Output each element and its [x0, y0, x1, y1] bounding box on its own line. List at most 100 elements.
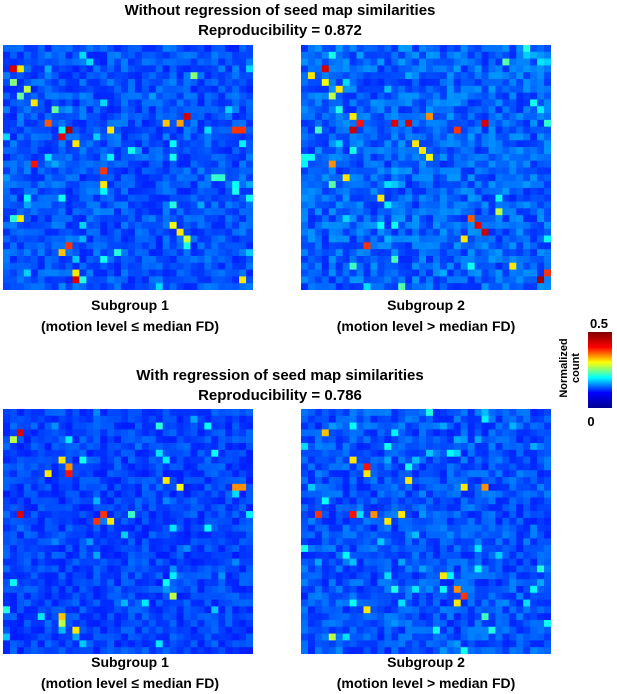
heatmap-cell	[307, 531, 316, 539]
heatmap-cell	[474, 119, 482, 128]
heatmap-cell	[239, 647, 247, 654]
heatmap-cell	[453, 58, 462, 66]
heatmap-cell	[328, 140, 337, 148]
heatmap-cell	[384, 126, 392, 134]
heatmap-cell	[169, 647, 178, 654]
heatmap-cell	[176, 511, 184, 519]
heatmap-cell	[495, 436, 503, 444]
heatmap-cell	[474, 415, 482, 424]
heatmap-cell	[121, 181, 129, 189]
heatmap-cell	[335, 558, 344, 566]
heatmap-cell	[183, 187, 191, 196]
heatmap-cell	[502, 429, 510, 437]
heatmap-cell	[225, 201, 233, 209]
heatmap-cell	[16, 477, 25, 485]
heatmap-cell	[218, 517, 226, 526]
heatmap-cell	[239, 215, 247, 223]
heatmap-cell	[544, 585, 551, 594]
heatmap-cell	[72, 65, 80, 73]
heatmap-cell	[183, 579, 191, 587]
heatmap-cell	[79, 276, 87, 284]
heatmap-cell	[86, 490, 94, 498]
heatmap-cell	[218, 415, 226, 424]
heatmap-cell	[516, 208, 524, 216]
heatmap-cell	[93, 160, 101, 168]
heatmap-cell	[307, 470, 316, 478]
heatmap-cell	[218, 490, 226, 498]
heatmap-cell	[419, 262, 427, 270]
heatmap-cell	[204, 133, 212, 141]
heatmap-cell	[100, 524, 108, 532]
heatmap-cell	[148, 647, 157, 654]
heatmap-cell	[530, 181, 538, 189]
heatmap-cell	[114, 592, 122, 600]
heatmap-cell	[162, 79, 171, 87]
heatmap-cell	[134, 579, 143, 587]
heatmap-cell	[134, 497, 143, 505]
heatmap-cell	[79, 92, 87, 100]
heatmap-cell	[495, 572, 503, 580]
heatmap-cell	[30, 262, 39, 270]
heatmap-cell	[148, 585, 157, 594]
heatmap-cell	[141, 443, 150, 451]
heatmap-cell	[9, 463, 18, 471]
heatmap-cell	[93, 592, 101, 600]
heatmap-cell	[134, 126, 143, 134]
heatmap-cell	[544, 606, 551, 614]
heatmap-cell	[197, 429, 205, 437]
heatmap-cell	[65, 249, 73, 257]
heatmap-cell	[488, 511, 496, 519]
heatmap-cell	[321, 497, 330, 505]
heatmap-cell	[328, 585, 337, 594]
heatmap-cell	[86, 545, 94, 553]
heatmap-cell	[218, 99, 226, 107]
heatmap-cell	[100, 640, 108, 648]
heatmap-cell	[481, 249, 489, 257]
heatmap-cell	[169, 187, 178, 196]
heatmap-cell	[328, 201, 337, 209]
heatmap-cell	[405, 106, 413, 114]
heatmap-cell	[16, 45, 25, 53]
heatmap-cell	[65, 613, 73, 621]
heatmap-cell	[537, 99, 545, 107]
heatmap-cell	[86, 167, 94, 175]
heatmap-cell	[3, 58, 11, 66]
heatmap-cell	[65, 58, 73, 66]
heatmap-cell	[439, 511, 448, 519]
heatmap-cell	[37, 531, 46, 539]
heatmap-cell	[426, 255, 434, 264]
heatmap-cell	[37, 477, 46, 485]
heatmap-cell	[100, 187, 108, 196]
heatmap-cell	[377, 572, 385, 580]
heatmap-cell	[128, 58, 136, 66]
heatmap-cell	[155, 531, 164, 539]
heatmap-cell	[239, 51, 247, 60]
heatmap-cell	[314, 592, 323, 600]
heatmap-cell	[232, 606, 240, 614]
heatmap-cell	[114, 572, 122, 580]
heatmap-cell	[107, 449, 115, 458]
heatmap-cell	[460, 181, 469, 189]
heatmap-cell	[530, 497, 538, 505]
heatmap-cell	[148, 511, 157, 519]
heatmap-cell	[183, 228, 191, 236]
heatmap-cell	[432, 181, 441, 189]
heatmap-cell	[30, 524, 39, 532]
heatmap-cell	[86, 551, 94, 560]
heatmap-cell	[488, 483, 496, 492]
heatmap-cell	[328, 235, 337, 243]
heatmap-cell	[58, 436, 66, 444]
heatmap-cell	[432, 517, 441, 526]
heatmap-cell	[218, 79, 226, 87]
heatmap-cell	[107, 160, 115, 168]
heatmap-cell	[474, 269, 482, 277]
heatmap-cell	[398, 187, 406, 196]
heatmap-cell	[23, 463, 32, 471]
heatmap-cell	[474, 579, 482, 587]
heatmap-cell	[467, 572, 476, 580]
heatmap-cell	[246, 572, 253, 580]
heatmap-cell	[197, 538, 205, 546]
heatmap-cell	[363, 409, 371, 417]
heatmap-cell	[530, 443, 538, 451]
heatmap-cell	[426, 463, 434, 471]
